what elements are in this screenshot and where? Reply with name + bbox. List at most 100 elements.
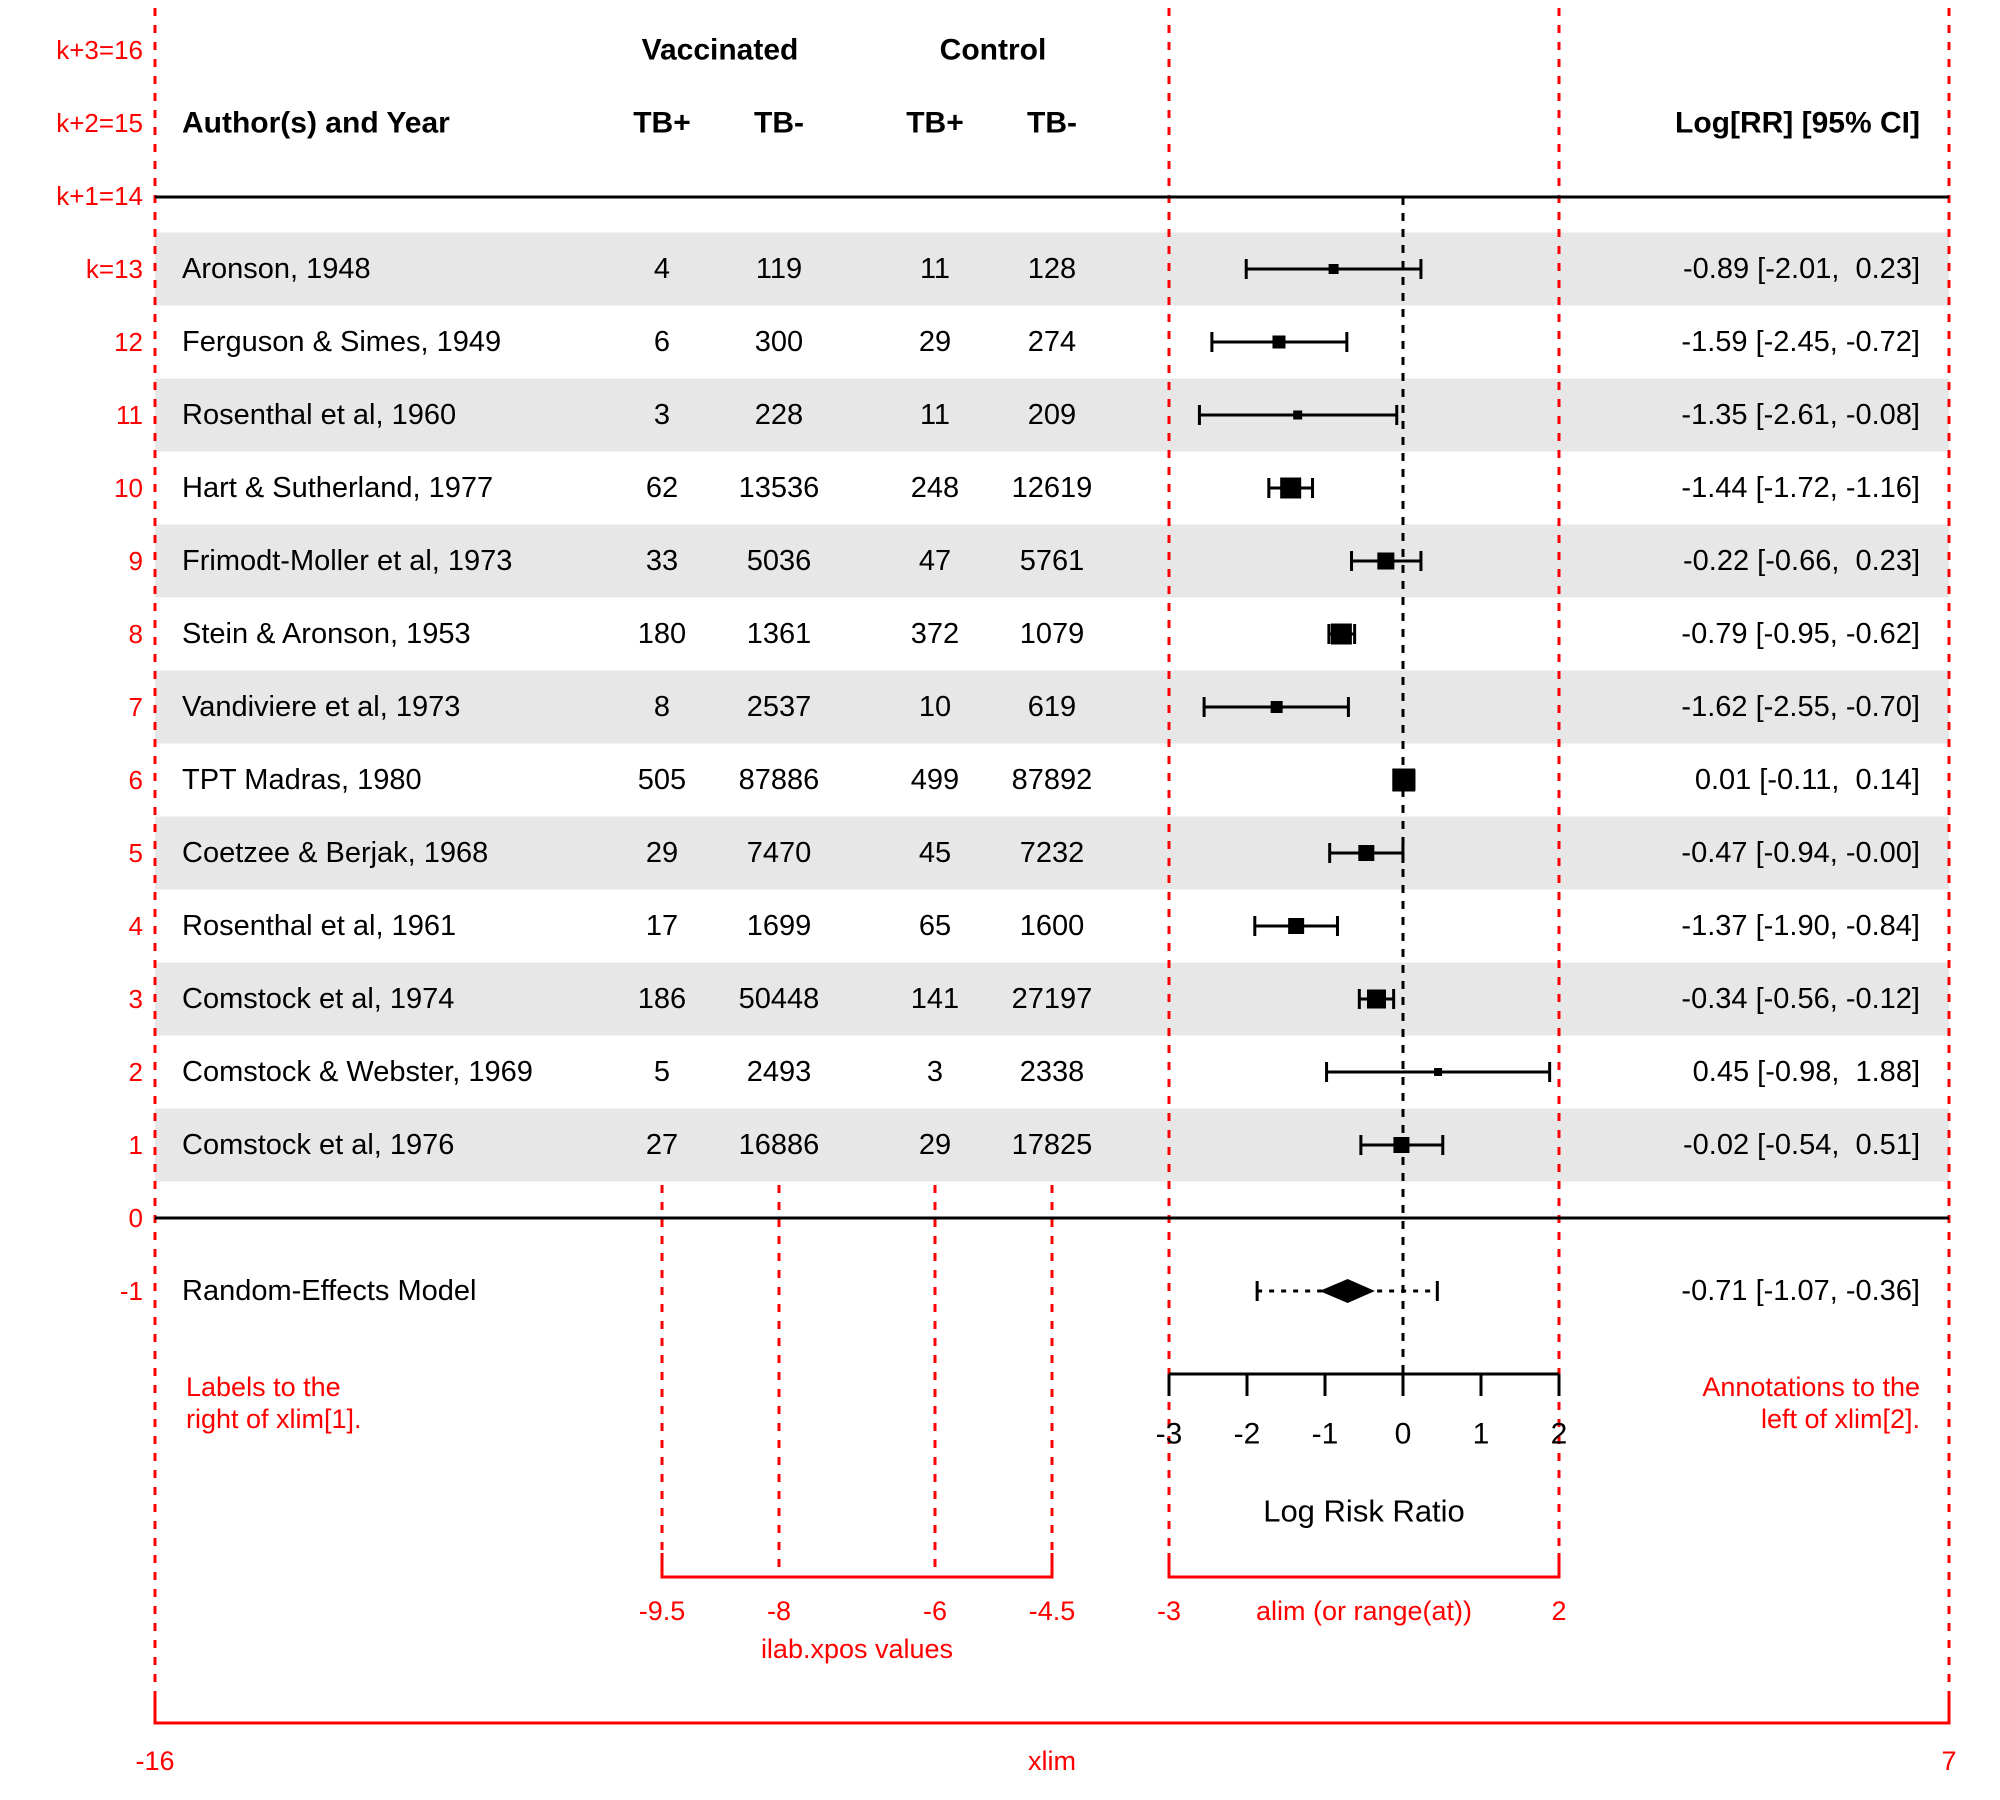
xlim-tick-label: 7 (1941, 1746, 1956, 1776)
study-author-label: Comstock et al, 1976 (182, 1129, 454, 1161)
effect-square (1377, 552, 1395, 570)
study-count-cell: 11 (920, 399, 950, 431)
summary-annotation: -0.71 [-1.07, -0.36] (1681, 1275, 1920, 1307)
ilab-tick-label: -9.5 (639, 1596, 686, 1626)
study-count-cell: 10 (919, 691, 951, 723)
study-annotation: -1.35 [-2.61, -0.08] (1681, 399, 1920, 431)
study-annotation: -1.37 [-1.90, -0.84] (1681, 910, 1920, 942)
row-index-label: k+3=16 (56, 35, 143, 65)
study-count-cell: 45 (919, 837, 951, 869)
study-count-cell: 50448 (739, 983, 820, 1015)
xlim-bracket: -16 7 xlim (135, 1695, 1957, 1776)
study-count-cell: 87892 (1012, 764, 1093, 796)
study-annotation: -1.59 [-2.45, -0.72] (1681, 326, 1920, 358)
vaccinated-group-header: Vaccinated (642, 34, 799, 67)
study-annotation: -1.62 [-2.55, -0.70] (1681, 691, 1920, 723)
x-axis-layer: -3 -2 -1 0 1 2 (1156, 1372, 1568, 1451)
study-count-cell: 186 (638, 983, 686, 1015)
study-annotation: -0.02 [-0.54, 0.51] (1683, 1129, 1920, 1161)
row-index-label: 10 (114, 473, 143, 503)
effect-square (1328, 264, 1339, 274)
study-row: Hart & Sutherland, 1977 62 13536 248 12619 -1… (182, 472, 1920, 504)
study-annotation: -0.79 [-0.95, -0.62] (1681, 618, 1920, 650)
row-index-label: 6 (129, 765, 143, 795)
study-count-cell: 2338 (1020, 1056, 1085, 1088)
row-shading-band (155, 378, 1949, 452)
row-index-label: 5 (129, 838, 143, 868)
study-count-cell: 5 (654, 1056, 670, 1088)
ilab-caption: ilab.xpos values (761, 1634, 953, 1664)
row-index-label: 2 (129, 1057, 143, 1087)
study-annotation: -0.22 [-0.66, 0.23] (1683, 545, 1920, 577)
study-count-cell: 12619 (1012, 472, 1093, 504)
effect-square (1270, 701, 1283, 713)
right-note-line1: Annotations to the (1702, 1372, 1920, 1402)
effect-square (1434, 1068, 1443, 1076)
xlim-tick-label: -16 (135, 1746, 174, 1776)
study-count-cell: 3 (654, 399, 670, 431)
ilab-bracket-line (660, 1553, 1054, 1579)
row-index-label: 8 (129, 619, 143, 649)
study-annotation: -0.34 [-0.56, -0.12] (1681, 983, 1920, 1015)
summary-row-layer: Random-Effects Model -0.71 [-1.07, -0.36] (182, 1275, 1920, 1307)
alim-tick-label: -3 (1157, 1596, 1181, 1626)
study-count-cell: 128 (1028, 253, 1076, 285)
study-count-cell: 29 (919, 1129, 951, 1161)
study-count-cell: 13536 (739, 472, 820, 504)
row-index-label: k+1=14 (56, 181, 143, 211)
row-shading-band (155, 816, 1949, 890)
study-author-label: TPT Madras, 1980 (182, 764, 422, 796)
guide-lines-layer (153, 8, 1951, 1723)
study-author-label: Hart & Sutherland, 1977 (182, 472, 493, 504)
study-author-label: Ferguson & Simes, 1949 (182, 326, 501, 358)
row-index-label: 0 (129, 1203, 143, 1233)
study-count-cell: 1699 (747, 910, 812, 942)
row-index-label: 4 (129, 911, 143, 941)
study-count-cell: 65 (919, 910, 951, 942)
row-index-label: k+2=15 (56, 108, 143, 138)
study-row: Vandiviere et al, 1973 8 2537 10 619 -1.62 [-… (182, 691, 1920, 723)
row-index-label: 1 (129, 1130, 143, 1160)
ilab-tick-label: -8 (767, 1596, 791, 1626)
effect-square (1358, 845, 1375, 861)
row-shading-band (155, 524, 1949, 598)
control-group-header: Control (940, 34, 1047, 67)
study-row: Rosenthal et al, 1961 17 1699 65 1600 -1.37 [… (182, 910, 1920, 942)
study-count-cell: 7232 (1020, 837, 1085, 869)
xlim-bracket-line (153, 1695, 1951, 1725)
alim-bracket-line (1167, 1553, 1561, 1579)
vaccinated-tbneg-header: TB- (754, 107, 804, 140)
study-row: TPT Madras, 1980 505 87886 499 87892 0.01 [-0… (182, 764, 1920, 796)
row-shading-band (155, 962, 1949, 1036)
row-index-label: 3 (129, 984, 143, 1014)
study-count-cell: 29 (646, 837, 678, 869)
study-count-cell: 5761 (1020, 545, 1085, 577)
study-annotation: -0.47 [-0.94, -0.00] (1681, 837, 1920, 869)
study-count-cell: 8 (654, 691, 670, 723)
row-shading-band (155, 232, 1949, 306)
summary-diamond (1319, 1279, 1375, 1303)
study-row: Comstock et al, 1976 27 16886 29 17825 -0.02 … (182, 1129, 1920, 1161)
study-author-label: Aronson, 1948 (182, 253, 371, 285)
study-count-cell: 228 (755, 399, 803, 431)
study-annotation: -1.44 [-1.72, -1.16] (1681, 472, 1920, 504)
study-row: Comstock et al, 1974 186 50448 141 27197 -0.3… (182, 983, 1920, 1015)
study-count-cell: 87886 (739, 764, 820, 796)
annotation-column-header: Log[RR] [95% CI] (1675, 107, 1920, 140)
study-count-cell: 300 (755, 326, 803, 358)
row-index-label: k=13 (86, 254, 143, 284)
study-row: Frimodt-Moller et al, 1973 33 5036 47 5761 -0… (182, 545, 1920, 577)
study-count-cell: 11 (920, 253, 950, 285)
x-axis-tick-label: -3 (1156, 1418, 1183, 1451)
study-count-cell: 1600 (1020, 910, 1085, 942)
x-axis-tick-label: 2 (1551, 1418, 1568, 1451)
study-count-cell: 274 (1028, 326, 1076, 358)
row-index-label: 7 (129, 692, 143, 722)
study-count-cell: 4 (654, 253, 670, 285)
effect-square (1280, 477, 1302, 499)
row-index-label: 11 (116, 400, 143, 430)
study-count-cell: 499 (911, 764, 959, 796)
study-count-cell: 62 (646, 472, 678, 504)
study-count-cell: 619 (1028, 691, 1076, 723)
